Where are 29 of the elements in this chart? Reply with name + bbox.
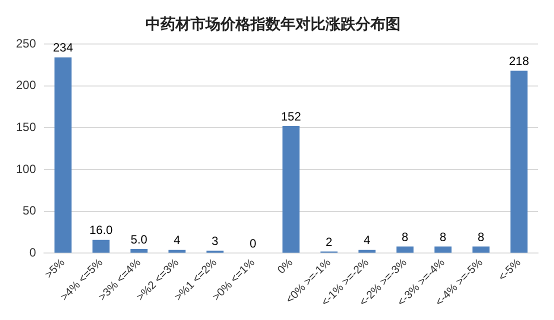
data-label: 3 [212, 234, 219, 248]
data-label: 234 [53, 40, 74, 55]
bar [510, 70, 528, 253]
chart-title: 中药材市场价格指数年对比涨跌分布图 [146, 14, 400, 33]
y-tick-label: 100 [16, 162, 36, 176]
data-label: 8 [402, 230, 409, 244]
data-label: 152 [280, 109, 302, 124]
data-label: 8 [440, 230, 447, 244]
y-tick-label: 50 [22, 204, 36, 218]
data-label: 4 [364, 233, 371, 248]
x-tick-label: 0% [276, 256, 296, 276]
y-tick-label: 200 [16, 78, 36, 92]
data-label: 218 [508, 54, 530, 68]
y-tick-label: 250 [16, 36, 36, 50]
data-label: 4 [174, 233, 181, 248]
bar [434, 246, 452, 253]
bar [92, 240, 110, 253]
y-tick-label: 150 [16, 120, 36, 134]
data-label: 8 [478, 230, 485, 244]
bar [54, 57, 72, 253]
data-label: 0 [250, 236, 257, 251]
bar [282, 126, 300, 253]
bar [472, 246, 490, 253]
data-label: 16.0 [89, 223, 114, 238]
data-label: 2 [326, 234, 333, 249]
bar [130, 249, 148, 253]
data-label: 5.0 [130, 232, 148, 246]
bar [396, 246, 414, 253]
y-tick-label: 0 [29, 246, 36, 260]
